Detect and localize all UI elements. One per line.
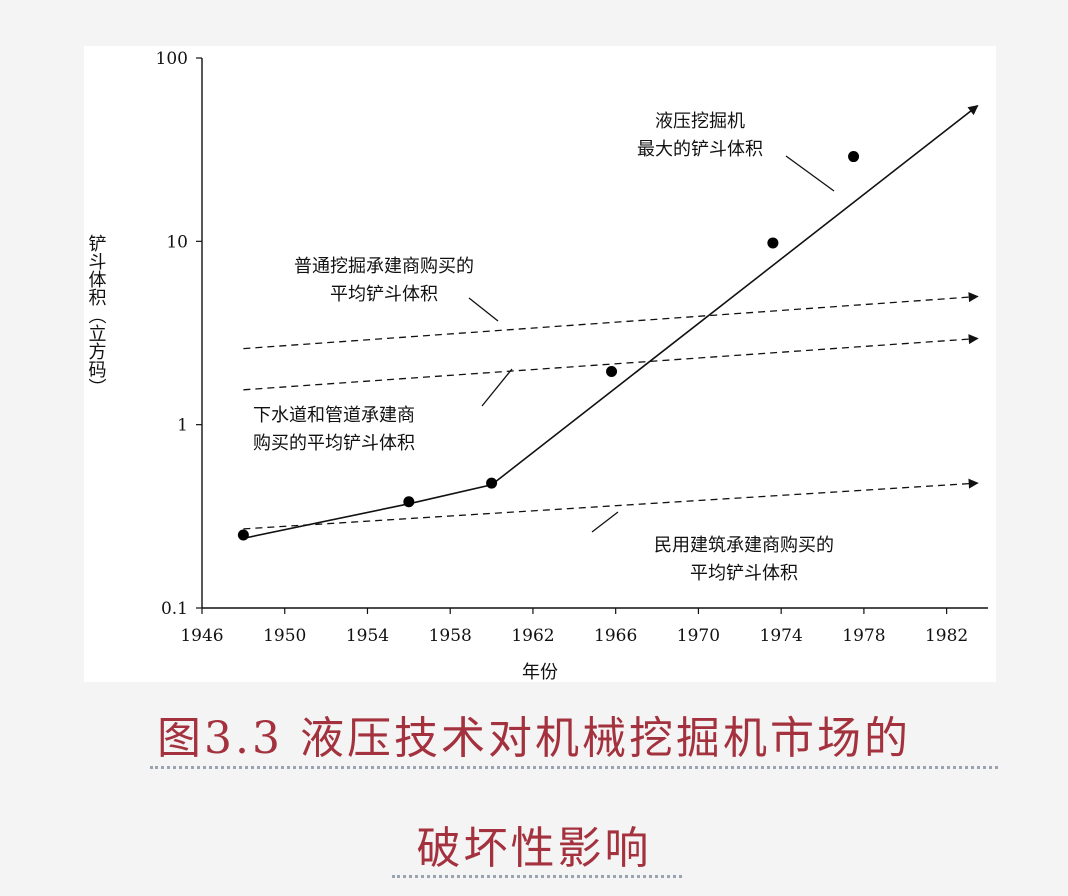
figure-caption-line2: 破坏性影响 [416,823,652,874]
annotation-3-line-1: 下水道和管道承建商 [253,405,415,426]
x-tick-label: 1954 [346,626,389,646]
y-tick-label: 0.1 [161,599,188,619]
x-tick-label: 1958 [429,626,472,646]
caption-underline-1 [150,766,998,769]
x-tick-label: 1974 [760,626,803,646]
data-point [486,477,498,489]
series-line-1 [243,104,979,540]
data-point [237,529,249,541]
y-tick-label: 100 [156,49,188,69]
y-tick-label: 10 [166,232,188,252]
x-tick-label: 1970 [677,626,720,646]
caption-underline-2 [392,875,682,878]
annotation-leader-4 [591,511,619,533]
y-tick-label: 1 [177,416,188,436]
annotation-3-line-2: 购买的平均铲斗体积 [253,433,415,454]
chart-svg: 1946 1950 1954 1958 1962 1966 1970 1974 1978 1982… [86,49,988,682]
annotation-1-line-1: 液压挖掘机 [655,111,745,132]
annotation-2-line-1: 普通挖掘承建商购买的 [294,256,474,277]
series-line-4 [243,478,979,530]
x-tick-label: 1950 [263,626,306,646]
x-tick-label: 1966 [594,626,637,646]
annotation-leader-3 [481,368,513,407]
x-tick-label: 1982 [925,626,968,646]
data-point [606,365,618,377]
annotation-4-line-2: 平均铲斗体积 [690,563,798,584]
annotation-2-line-2: 平均铲斗体积 [330,284,438,305]
annotation-leader-2 [468,297,499,322]
x-tick-label: 1946 [180,626,223,646]
data-point [848,151,860,163]
x-tick-label: 1978 [842,626,885,646]
figure-caption-line1: 图3.3 液压技术对机械挖掘机市场的 [157,713,911,764]
annotation-1-line-2: 最大的铲斗体积 [637,139,763,160]
y-axis-title: 铲斗体积（立方码） [86,234,107,396]
series-line-3 [243,334,979,391]
annotation-4-line-1: 民用建筑承建商购买的 [654,535,834,556]
chart-panel: 1946 1950 1954 1958 1962 1966 1970 1974 1978 1982… [84,46,996,682]
annotation-leader-1 [785,155,835,192]
x-axis-title: 年份 [522,662,558,682]
data-point [767,237,779,249]
data-point [403,496,415,508]
series-line-2 [243,292,979,350]
x-tick-label: 1962 [511,626,554,646]
